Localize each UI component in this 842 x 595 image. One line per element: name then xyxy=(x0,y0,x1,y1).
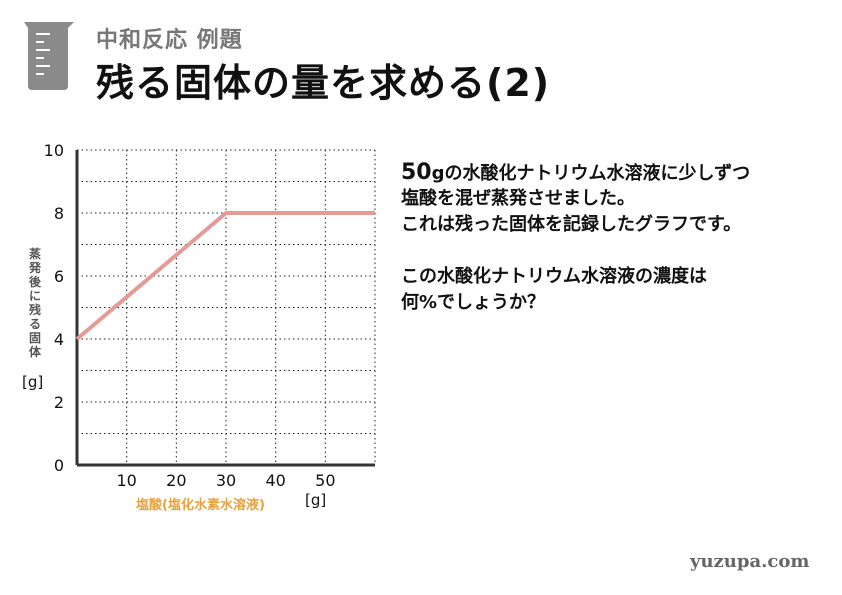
question-line-1-rest: gの水酸化ナトリウム水溶液に少しずつ xyxy=(431,163,751,184)
question-line-5: 何%でしょうか？ xyxy=(401,292,546,313)
site-watermark: yuzupa.com xyxy=(690,551,810,572)
question-line-1: 50gの水酸化ナトリウム水溶液に少しずつ xyxy=(401,160,750,186)
question-line-4: この水酸化ナトリウム水溶液の濃度は xyxy=(401,266,707,287)
page-title: 残る固体の量を求める(2) xyxy=(96,61,551,105)
x-axis-unit: [g] xyxy=(305,491,327,509)
y-tick-label: 10 xyxy=(44,141,64,160)
y-axis-unit: [g] xyxy=(22,373,44,391)
beaker-icon xyxy=(24,22,74,90)
y-tick-label: 2 xyxy=(54,393,64,412)
y-axis-title: 蒸発後に残る固体 xyxy=(28,247,41,359)
page-subtitle: 中和反応 例題 xyxy=(96,28,243,53)
question-line-3: これは残った固体を記録したグラフです。 xyxy=(401,214,742,235)
question-line-2: 塩酸を混ぜ蒸発させました。 xyxy=(401,188,635,209)
x-tick-label: 40 xyxy=(265,471,285,490)
x-tick-label: 20 xyxy=(166,471,186,490)
y-tick-label: 4 xyxy=(54,330,64,349)
x-tick-label: 10 xyxy=(116,471,136,490)
x-axis-title: 塩酸(塩化水素水溶液) xyxy=(136,498,265,513)
mass-value: 50 xyxy=(401,160,432,185)
x-tick-label: 30 xyxy=(216,471,236,490)
y-tick-label: 8 xyxy=(54,204,64,223)
x-tick-label: 50 xyxy=(315,471,335,490)
y-tick-label: 0 xyxy=(54,456,64,475)
y-tick-label: 6 xyxy=(54,267,64,286)
question-text: 50gの水酸化ナトリウム水溶液に少しずつ 塩酸を混ぜ蒸発させました。 これは残っ… xyxy=(401,160,750,316)
series-line xyxy=(75,211,375,341)
